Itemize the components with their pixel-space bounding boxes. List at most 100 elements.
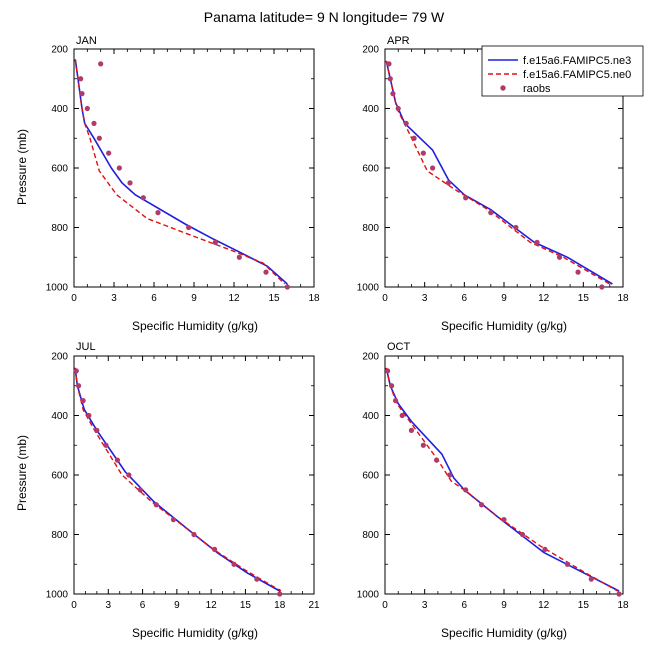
raobs-point: [137, 487, 143, 493]
plot-area-apr: 0 3 6 9 12 15 18 200 400 600 800 1000: [357, 45, 629, 305]
series-line-ne0: [385, 367, 619, 592]
raobs-point: [411, 135, 417, 141]
raobs-point: [277, 591, 283, 597]
raobs-point: [96, 135, 102, 141]
x-tick-label: 0: [382, 600, 388, 611]
panel-jan: JAN 0 3 6 9 12 15 18 200 400 600 800 1000 Specific …: [15, 35, 320, 333]
raobs-point: [488, 210, 494, 216]
series-line-ne3: [74, 59, 288, 285]
raobs-point: [433, 457, 440, 463]
raobs-point: [403, 120, 409, 126]
raobs-point: [430, 165, 436, 171]
y-tick-label: 200: [51, 352, 68, 363]
y-tick-label: 600: [362, 164, 379, 175]
raobs-point: [75, 383, 82, 389]
raobs-point: [445, 180, 452, 186]
raobs-point: [556, 254, 563, 260]
raobs-point: [408, 427, 415, 433]
series-line-ne3: [385, 367, 620, 592]
y-tick-label: 800: [51, 223, 68, 234]
raobs-point: [114, 457, 121, 463]
x-tick-label: 12: [538, 600, 550, 611]
raobs-point: [534, 239, 540, 245]
series-line-ne0: [74, 59, 286, 285]
raobs-point: [392, 398, 399, 404]
y-tick-label: 1000: [46, 590, 69, 601]
y-tick-label: 800: [362, 223, 379, 234]
y-tick-label: 400: [51, 104, 68, 115]
raobs-point: [564, 561, 571, 567]
raobs-point: [588, 576, 594, 582]
raobs-point: [91, 120, 97, 126]
x-tick-label: 6: [151, 293, 157, 304]
panel-label-jan: JAN: [76, 35, 97, 47]
plot-area-jan: 0 3 6 9 12 15 18 200 400 600 800 1000: [46, 45, 320, 305]
raobs-point: [399, 412, 405, 419]
plot-frame-jan: [73, 48, 315, 288]
raobs-point: [389, 383, 395, 389]
x-tick-label: 0: [382, 293, 388, 304]
raobs-point: [211, 546, 218, 552]
x-tick-label: 3: [422, 293, 428, 304]
raobs-point: [127, 180, 133, 186]
x-axis-title-jul: Specific Humidity (g/kg): [132, 626, 258, 640]
x-tick-label: 3: [106, 600, 112, 611]
raobs-point: [78, 76, 84, 82]
y-tick-label: 600: [51, 471, 68, 482]
raobs-point: [387, 76, 393, 82]
y-axis-title-jul: Pressure (mb): [15, 435, 29, 511]
x-tick-label: 15: [268, 293, 280, 304]
x-tick-label: 15: [578, 293, 590, 304]
x-tick-label: 9: [501, 293, 507, 304]
raobs-point: [126, 472, 132, 478]
raobs-point: [186, 224, 192, 231]
raobs-point: [575, 269, 581, 275]
y-tick-label: 200: [51, 45, 68, 56]
panel-apr: APR 0 3 6 9 12 15 18 200 400 600 800 1000 Specific …: [357, 35, 629, 333]
raobs-point: [284, 284, 290, 290]
y-tick-label: 1000: [357, 283, 380, 294]
raobs-point: [385, 368, 391, 374]
raobs-point: [236, 254, 242, 260]
raobs-point: [116, 165, 122, 171]
panel-label-apr: APR: [387, 35, 410, 47]
y-tick-label: 600: [362, 471, 379, 482]
raobs-point: [106, 150, 112, 156]
raobs-point: [542, 546, 548, 552]
legend-label-ne0: f.e15a6.FAMIPC5.ne0: [523, 69, 631, 81]
panel-oct: OCT 0 3 6 9 12 15 18 200 400 600 800 1000 Specific …: [357, 341, 629, 640]
x-tick-label: 18: [617, 600, 629, 611]
y-tick-label: 200: [362, 45, 379, 56]
raobs-point: [80, 398, 86, 404]
raobs-point: [420, 442, 426, 448]
raobs-point: [501, 517, 507, 523]
raobs-point: [386, 61, 392, 67]
raobs-point: [94, 427, 100, 433]
raobs-point: [447, 472, 453, 478]
x-tick-label: 6: [462, 293, 468, 304]
raobs-point: [103, 442, 109, 448]
legend-marker-raobs: [500, 85, 506, 91]
x-axis-title-apr: Specific Humidity (g/kg): [441, 319, 567, 333]
panel-label-jul: JUL: [76, 341, 96, 353]
panel-jul: JUL 0 3 6 9 12 15 18 21 200 400 600 800 1000 Specifi…: [15, 341, 320, 640]
raobs-point: [231, 561, 237, 567]
raobs-point: [84, 105, 90, 112]
raobs-point: [513, 224, 519, 231]
legend: f.e15a6.FAMIPC5.ne3 f.e15a6.FAMIPC5.ne0 …: [481, 45, 644, 97]
raobs-point: [254, 576, 260, 582]
x-tick-label: 6: [462, 600, 468, 611]
x-tick-label: 18: [617, 293, 629, 304]
legend-box: [481, 45, 644, 97]
raobs-point: [155, 210, 161, 216]
x-tick-label: 3: [111, 293, 117, 304]
x-tick-label: 9: [501, 600, 507, 611]
x-tick-label: 3: [422, 600, 428, 611]
raobs-point: [599, 284, 605, 290]
y-tick-label: 400: [51, 411, 68, 422]
y-tick-label: 600: [51, 164, 68, 175]
raobs-point: [478, 502, 485, 508]
raobs-point: [86, 412, 92, 419]
x-tick-label: 6: [140, 600, 146, 611]
y-tick-label: 400: [362, 411, 379, 422]
